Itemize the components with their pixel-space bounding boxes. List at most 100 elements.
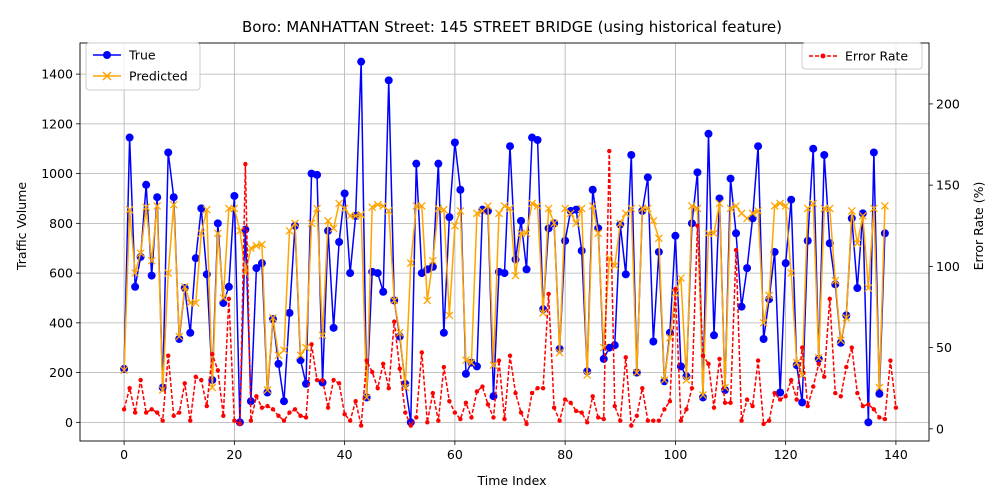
true-point [335,238,344,246]
true-point [621,270,630,279]
predicted-point [588,201,597,210]
error-rate-point [149,407,154,412]
predicted-point [368,203,377,212]
error-rate-point [491,415,496,420]
error-rate-point [358,423,364,428]
true-point [572,205,581,214]
error-rate-point [414,415,419,420]
predicted-point [781,201,790,210]
x-tick-label: 40 [337,447,353,462]
predicted-point [268,313,277,322]
error-rate-point [281,418,287,423]
predicted-point [748,209,757,218]
error-rate-point [441,364,447,370]
error-rate-point [507,353,513,358]
error-rate-point [684,407,689,412]
error-rate-point [838,394,843,399]
predicted-point [191,298,200,307]
predicted-point [809,199,818,208]
series-layer [120,57,899,429]
predicted-point [572,219,581,228]
predicted-point [280,346,288,355]
error-rate-point [601,416,606,422]
true-point [384,76,393,85]
predicted-point [257,240,266,249]
true-point [787,195,796,204]
predicted-point [197,229,206,238]
true-point [737,302,746,311]
plot-frame [79,42,930,442]
error-rate-point [640,386,645,391]
error-rate-point [160,418,165,423]
true-point [329,323,338,332]
predicted-point [318,331,327,340]
true-point [456,185,465,194]
predicted-point [307,219,316,228]
predicted-point [395,328,404,337]
predicted-point [632,368,641,377]
error-rate-point [524,421,529,427]
error-rate-point [761,421,766,427]
error-rate-point [381,361,386,367]
y-tick-label: 1000 [41,166,73,181]
true-point [125,133,134,142]
true-point [213,219,222,228]
error-rate-point [783,394,788,399]
error-rate-point [325,405,331,410]
error-rate-point [342,411,347,417]
predicted-point [770,201,779,210]
error-rate-point [656,418,662,423]
true-point [472,362,481,371]
predicted-point [627,204,636,213]
error-rate-point [596,415,601,420]
predicted-point [313,204,322,213]
true-point [506,142,515,151]
predicted-point [759,318,768,327]
error-rate-point [463,400,469,406]
true-point [439,328,448,337]
y-tick-label: 1200 [41,116,73,131]
predicted-point [500,201,509,210]
predicted-point [875,383,884,392]
error-rate-point [618,418,623,423]
true-point [660,377,669,386]
error-rate-point [849,345,855,350]
true-point [296,356,305,365]
legend-left: True Predicted [85,42,201,91]
predicted-point [324,216,333,225]
error-rate-point [584,420,590,425]
error-rate-point [177,410,182,415]
true-point [853,284,862,293]
true-point [610,341,619,350]
true-point [131,282,140,291]
x-tick-label: 0 [120,447,128,462]
predicted-point [699,391,707,399]
error-rate-point [452,410,458,415]
error-rate-point [248,418,254,423]
predicted-point [754,206,763,215]
predicted-point [533,201,542,210]
true-point [373,269,382,278]
predicted-point [522,229,531,238]
true-point [671,231,680,240]
x-tick-label: 20 [226,447,242,462]
true-point [809,144,818,153]
predicted-point [506,204,514,213]
error-rate-point [877,415,882,420]
predicted-point [715,199,724,208]
true-point [406,418,415,427]
error-rate-point [364,358,369,363]
error-rate-point [419,350,425,355]
error-rate-point [430,390,436,396]
error-rate-point [788,377,794,383]
predicted-point [858,211,867,220]
true-point [864,418,873,427]
legend-true-marker [103,51,111,59]
true-point [517,216,526,225]
true-point [643,173,652,182]
error-rate-point [243,161,248,167]
error-rate-point [733,247,739,253]
error-rate-point [629,423,634,428]
error-rate-point [331,377,336,383]
predicted-point [246,244,255,253]
